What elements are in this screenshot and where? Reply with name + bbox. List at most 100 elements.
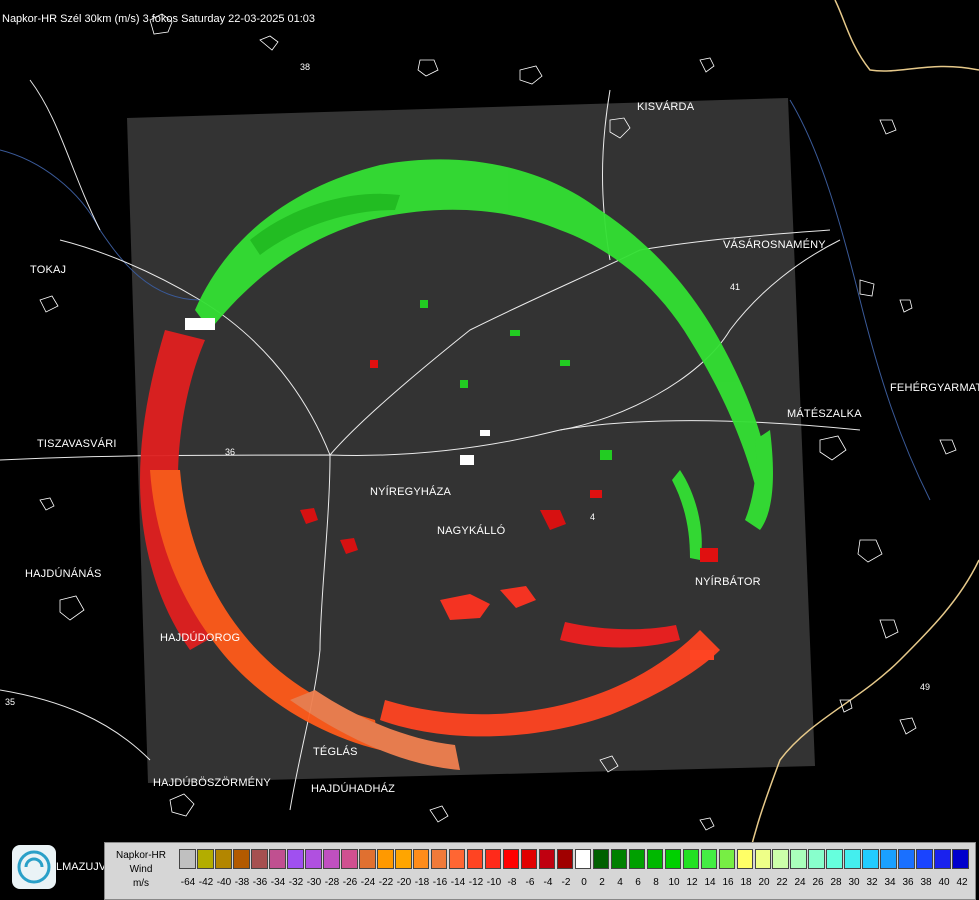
city-label: NYÍRBÁTOR [695,576,761,588]
legend-tick-label: -40 [216,877,232,888]
legend-tick-label: -32 [288,877,304,888]
legend-tick-label: -12 [468,877,484,888]
legend-swatch [682,849,700,869]
legend-swatch [754,849,772,869]
city-label: MÁTÉSZALKA [787,408,862,420]
legend-tick-label: -14 [450,877,466,888]
legend-swatch [412,849,430,869]
city-label: VÁSÁROSNAMÉNY [723,239,826,251]
legend-tick-label: -6 [525,877,535,888]
legend-title: Napkor-HR Wind m/s [109,849,173,891]
city-label: TISZAVASVÁRI [37,438,117,450]
radar-echo-scattered [185,300,718,660]
legend-tick-label: 26 [812,877,824,888]
legend-swatch [646,849,664,869]
legend-swatch [466,849,484,869]
legend-swatch [502,849,520,869]
legend-swatches [179,849,970,869]
legend-swatch [322,849,340,869]
country-border [834,0,979,72]
road-number-label: 38 [300,62,310,72]
legend-tick-label: 32 [866,877,878,888]
legend-swatch [179,849,196,869]
legend-swatch [538,849,556,869]
legend-tick-label: -30 [306,877,322,888]
legend-swatch [862,849,880,869]
legend-tick-label: 0 [581,877,587,888]
legend-tick-label: -24 [360,877,376,888]
legend-swatch [808,849,826,869]
legend-tick-label: 24 [794,877,806,888]
legend-tick-label: -34 [270,877,286,888]
legend-swatch [520,849,538,869]
legend-tick-label: 8 [653,877,659,888]
legend-unit: m/s [132,878,150,889]
legend-swatch [592,849,610,869]
legend-swatch [772,849,790,869]
legend-swatch [700,849,718,869]
legend-swatch [214,849,232,869]
legend-swatch [844,849,862,869]
legend-tick-label: 42 [956,877,968,888]
legend-tick-label: -22 [378,877,394,888]
legend-swatch [394,849,412,869]
legend-swatch [790,849,808,869]
legend-tick-label: -4 [543,877,553,888]
radar-echo-green [195,159,773,560]
legend-tick-label: 2 [599,877,605,888]
legend-swatch [250,849,268,869]
city-label: HAJDÚNÁNÁS [25,568,102,580]
legend-tick-label: 30 [848,877,860,888]
road-number-label: 41 [730,282,740,292]
legend-swatch [898,849,916,869]
legend-tick-label: -28 [324,877,340,888]
city-label: FEHÉRGYARMAT [890,382,979,394]
city-label: HAJDÚDOROG [160,632,241,644]
legend-tick-label: -16 [432,877,448,888]
city-label: NYÍREGYHÁZA [370,486,452,498]
legend-swatch [304,849,322,869]
legend-swatch [196,849,214,869]
legend-tick-label: 14 [704,877,716,888]
legend-swatch [628,849,646,869]
legend-tick-label: 18 [740,877,752,888]
city-label: TOKAJ [30,264,67,276]
legend-swatch [286,849,304,869]
road-number-label: 4 [590,512,595,522]
legend-swatch [430,849,448,869]
legend-swatch [952,849,970,869]
settlements [39,13,957,831]
legend-swatch [376,849,394,869]
legend-title-line2: Wind [129,864,153,875]
legend-tick-label: 38 [920,877,932,888]
legend-tick-label: -26 [342,877,358,888]
legend-tick-label: 20 [758,877,770,888]
legend-ticks: -64 -42 -40 -38 -36 -34 -32 -30 -28 -26 -24 -22 -20-… [179,877,971,888]
legend-tick-label: 10 [668,877,680,888]
legend-swatch [448,849,466,869]
country-border-south [739,559,979,900]
legend-swatch [718,849,736,869]
legend-tick-label: -8 [507,877,517,888]
legend-tick-label: -10 [486,877,502,888]
road-number-label: 36 [225,447,235,457]
legend-swatch [826,849,844,869]
legend-tick-label: 12 [686,877,698,888]
legend-tick-label: 40 [938,877,950,888]
legend-swatch [934,849,952,869]
legend-tick-label: 16 [722,877,734,888]
legend-swatch [358,849,376,869]
road-number-label: 35 [5,697,15,707]
legend-swatch [880,849,898,869]
legend-swatch [736,849,754,869]
page-title: Napkor-HR Szél 30km (m/s) 3 fokos Saturd… [2,13,316,25]
radar-echo-red [140,330,720,770]
napkor-logo-icon [12,845,56,889]
city-label: NAGYKÁLLÓ [437,525,506,537]
legend-swatch [232,849,250,869]
legend-tick-label: 4 [617,877,623,888]
legend-tick-label: -2 [561,877,571,888]
legend-swatch [340,849,358,869]
legend-tick-label: -42 [198,877,214,888]
